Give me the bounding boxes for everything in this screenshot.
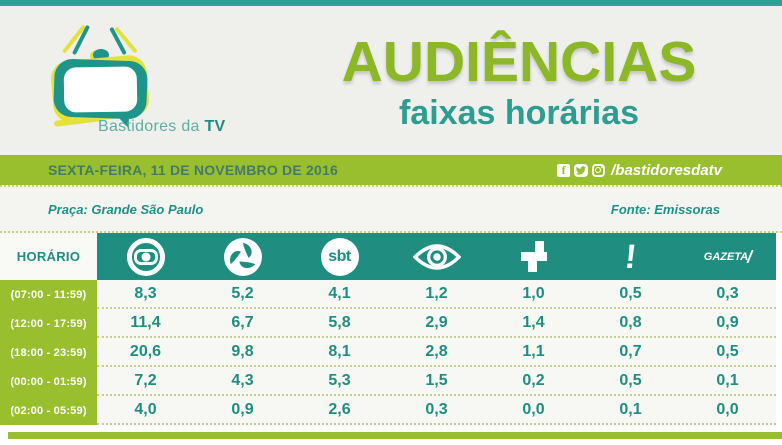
rating-value: 0,9 xyxy=(231,400,254,418)
ratings-table: HORÁRIO sbt xyxy=(0,233,776,425)
rating-value: 0,5 xyxy=(716,342,739,360)
row-values: 7,2 4,3 5,3 1,5 0,2 0,5 0,1 xyxy=(97,367,776,396)
rating-value: 7,2 xyxy=(134,371,157,389)
title-block: AUDIÊNCIAS faixas horárias xyxy=(284,34,754,132)
rating-value: 5,3 xyxy=(328,371,351,389)
instagram-icon xyxy=(592,163,606,177)
rating-value: 1,2 xyxy=(425,284,448,302)
rating-value: 0,8 xyxy=(619,313,642,331)
rating-value: 0,2 xyxy=(522,371,545,389)
rating-value: 2,9 xyxy=(425,313,448,331)
rating-value: 0,1 xyxy=(619,400,642,418)
rating-value: 5,2 xyxy=(231,284,254,302)
header: Bastidores da TV AUDIÊNCIAS faixas horár… xyxy=(0,6,782,155)
rating-value: 0,9 xyxy=(716,313,739,331)
date-text: SEXTA-FEIRA, 11 DE NOVEMBRO DE 2016 xyxy=(48,162,338,178)
time-slot-label: (07:00 - 11:59) xyxy=(0,280,97,309)
row-values: 4,0 0,9 2,6 0,3 0,0 0,1 0,0 xyxy=(97,396,776,425)
horario-header: HORÁRIO xyxy=(0,233,97,280)
tv-icon xyxy=(49,20,162,132)
gazeta-icon: GAZETA xyxy=(679,233,776,280)
rating-value: 0,1 xyxy=(716,371,739,389)
rating-value: 0,3 xyxy=(716,284,739,302)
gazeta-logo-text: GAZETA xyxy=(703,250,749,263)
rating-value: 2,8 xyxy=(425,342,448,360)
brand-name-bold: TV xyxy=(204,118,226,135)
rating-value: 1,1 xyxy=(522,342,545,360)
rating-value: 11,4 xyxy=(130,313,161,331)
twitter-icon xyxy=(574,163,589,177)
social-block: /bastidoresdatv xyxy=(557,162,722,179)
bottom-accent-bar xyxy=(8,432,782,439)
rating-value: 9,8 xyxy=(231,342,254,360)
table-row: (07:00 - 11:59) 8,3 5,2 4,1 1,2 1,0 0,5 … xyxy=(0,280,776,309)
social-handle: /bastidoresdatv xyxy=(611,161,722,179)
sbt-icon: sbt xyxy=(291,233,388,280)
rating-value: 5,8 xyxy=(328,313,351,331)
top-accent-bar xyxy=(0,0,782,6)
rating-value: 4,1 xyxy=(328,284,351,302)
row-values: 8,3 5,2 4,1 1,2 1,0 0,5 0,3 xyxy=(97,280,776,309)
globo-icon xyxy=(97,233,194,280)
table-row: (12:00 - 17:59) 11,4 6,7 5,8 2,9 1,4 0,8… xyxy=(0,309,776,338)
meta-strip: Praça: Grande São Paulo Fonte: Emissoras xyxy=(0,185,782,233)
time-slot-label: (02:00 - 05:59) xyxy=(0,396,97,425)
brand-name-prefix: Bastidores da xyxy=(98,118,205,135)
rating-value: 4,0 xyxy=(134,400,157,418)
cultura-icon xyxy=(485,233,582,280)
page-subtitle: faixas horárias xyxy=(398,94,640,132)
time-slot-label: (18:00 - 23:59) xyxy=(0,338,97,367)
time-slot-label: (00:00 - 01:59) xyxy=(0,367,97,396)
rating-value: 0,7 xyxy=(619,342,642,360)
row-values: 20,6 9,8 8,1 2,8 1,1 0,7 0,5 xyxy=(97,338,776,367)
rating-value: 0,5 xyxy=(619,371,642,389)
table-row: (18:00 - 23:59) 20,6 9,8 8,1 2,8 1,1 0,7… xyxy=(0,338,776,367)
rating-value: 0,5 xyxy=(619,284,642,302)
table-row: (00:00 - 01:59) 7,2 4,3 5,3 1,5 0,2 0,5 … xyxy=(0,367,776,396)
table-header-row: HORÁRIO sbt xyxy=(0,233,776,280)
facebook-icon xyxy=(557,163,571,177)
rating-value: 1,5 xyxy=(425,371,448,389)
time-slot-label: (12:00 - 17:59) xyxy=(0,309,97,338)
page-title: AUDIÊNCIAS xyxy=(341,30,697,94)
band-icon xyxy=(388,233,485,280)
fonte-label: Fonte: Emissoras xyxy=(610,201,720,217)
row-values: 11,4 6,7 5,8 2,9 1,4 0,8 0,9 xyxy=(97,309,776,338)
table-row: (02:00 - 05:59) 4,0 0,9 2,6 0,3 0,0 0,1 … xyxy=(0,396,776,425)
redetv-logo-text: ! xyxy=(622,237,639,276)
rating-value: 8,1 xyxy=(328,342,351,360)
redetv-icon: ! xyxy=(582,233,679,280)
rating-value: 8,3 xyxy=(134,284,157,302)
channel-header-band: sbt ! xyxy=(97,233,776,280)
rating-value: 0,0 xyxy=(716,400,739,418)
rating-value: 1,4 xyxy=(522,313,545,331)
brand-name: Bastidores da TV xyxy=(98,118,226,136)
rating-value: 4,3 xyxy=(231,371,254,389)
rating-value: 0,0 xyxy=(522,400,545,418)
rating-value: 6,7 xyxy=(231,313,254,331)
tv-screen xyxy=(63,66,138,113)
rating-value: 0,3 xyxy=(425,400,448,418)
rating-value: 1,0 xyxy=(522,284,545,302)
praca-label: Praça: Grande São Paulo xyxy=(48,201,204,217)
rating-value: 2,6 xyxy=(328,400,351,418)
sbt-logo-text: sbt xyxy=(328,247,351,265)
date-bar: SEXTA-FEIRA, 11 DE NOVEMBRO DE 2016 /bas… xyxy=(0,155,782,185)
rating-value: 20,6 xyxy=(129,342,162,360)
record-icon xyxy=(194,233,291,280)
